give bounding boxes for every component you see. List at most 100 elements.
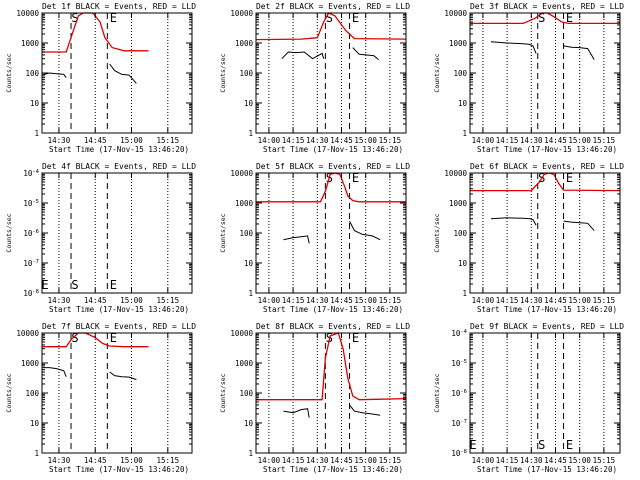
panel-title: Det 4f BLACK = Events, RED = LLD (42, 162, 196, 171)
plot-frame (469, 332, 621, 454)
y-tick-label: 1 (462, 129, 467, 138)
y-tick-label: 1000 (235, 39, 254, 48)
y-tick-label: 1000 (235, 359, 254, 368)
y-tick-label: 1 (34, 449, 39, 458)
y-tick-label: 100 (25, 389, 39, 398)
x-tick-label: 15:15 (157, 136, 180, 145)
x-tick-label: 14:45 (84, 136, 107, 145)
plot-frame (255, 172, 407, 294)
end-marker-label: E (352, 11, 359, 25)
panel-title: Det 6f BLACK = Events, RED = LLD (470, 162, 624, 171)
y-tick-label: 10000 (16, 9, 39, 18)
left-edge-marker-label: E (469, 438, 476, 452)
y-tick-label: 10-7 (23, 259, 39, 268)
y-tick-label: 1000 (449, 199, 468, 208)
events-series-line (490, 41, 595, 60)
panel-title: Det 7f BLACK = Events, RED = LLD (42, 322, 196, 331)
x-tick-label: 15:15 (593, 296, 616, 305)
panel-title: Det 9f BLACK = Events, RED = LLD (470, 322, 624, 331)
y-tick-label: 10000 (16, 329, 39, 338)
x-tick-label: 15:15 (157, 456, 180, 465)
x-tick-label: 15:15 (157, 296, 180, 305)
x-tick-label: 14:45 (84, 456, 107, 465)
x-tick-label: 14:45 (330, 296, 353, 305)
y-tick-label: 10-6 (23, 229, 39, 238)
x-axis-label: Start Time (17-Nov-15 13:46:20) (49, 465, 189, 474)
y-tick-label: 10-6 (451, 389, 467, 398)
x-axis-label: Start Time (17-Nov-15 13:46:20) (263, 145, 403, 154)
start-marker-label: S (71, 11, 78, 25)
start-marker-label: S (71, 331, 78, 345)
x-axis-label: Start Time (17-Nov-15 13:46:20) (49, 145, 189, 154)
plot-frame (255, 332, 407, 454)
end-marker-label: E (566, 11, 573, 25)
x-tick-label: 14:00 (258, 296, 281, 305)
panel-title: Det 3f BLACK = Events, RED = LLD (470, 2, 624, 11)
y-tick-label: 10 (244, 259, 254, 268)
y-axis-label: Counts/sec (433, 373, 441, 412)
x-tick-label: 14:30 (520, 456, 543, 465)
events-series-line (283, 404, 381, 418)
x-tick-label: 15:15 (379, 136, 402, 145)
y-tick-label: 10-4 (23, 169, 39, 178)
end-marker-label: E (110, 278, 117, 292)
left-edge-marker-label: E (41, 278, 48, 292)
x-tick-label: 15:00 (120, 456, 143, 465)
y-tick-label: 10 (30, 99, 40, 108)
end-marker-label: E (110, 331, 117, 345)
y-axis-label: Counts/sec (219, 373, 227, 412)
y-tick-label: 100 (453, 229, 467, 238)
y-axis-label: Counts/sec (219, 53, 227, 92)
x-tick-label: 15:15 (593, 136, 616, 145)
y-tick-label: 1000 (21, 359, 40, 368)
x-axis-label: Start Time (17-Nov-15 13:46:20) (263, 465, 403, 474)
y-tick-label: 10000 (444, 9, 467, 18)
panel-title: Det 8f BLACK = Events, RED = LLD (256, 322, 410, 331)
plot-frame (255, 12, 407, 134)
events-series-line (283, 220, 381, 244)
x-tick-label: 14:45 (330, 456, 353, 465)
x-tick-label: 15:00 (568, 296, 591, 305)
y-tick-label: 100 (239, 389, 253, 398)
x-tick-label: 14:30 (48, 296, 71, 305)
x-tick-label: 15:00 (354, 456, 377, 465)
x-tick-label: 14:15 (496, 136, 519, 145)
events-series-line (490, 217, 595, 231)
y-tick-label: 1 (34, 129, 39, 138)
y-tick-label: 1000 (21, 39, 40, 48)
y-axis-label: Counts/sec (433, 213, 441, 252)
x-tick-label: 14:00 (258, 136, 281, 145)
y-tick-label: 10-8 (23, 289, 39, 298)
x-tick-label: 14:30 (48, 136, 71, 145)
x-tick-label: 15:15 (593, 456, 616, 465)
x-tick-label: 15:00 (568, 136, 591, 145)
y-axis-label: Counts/sec (433, 53, 441, 92)
x-tick-label: 14:15 (496, 456, 519, 465)
events-series-line (281, 47, 379, 60)
x-tick-label: 14:45 (544, 136, 567, 145)
end-marker-label: E (110, 11, 117, 25)
y-tick-label: 1000 (235, 199, 254, 208)
y-axis-label: Counts/sec (5, 373, 13, 412)
x-tick-label: 15:00 (120, 136, 143, 145)
y-axis-label: Counts/sec (219, 213, 227, 252)
y-tick-label: 10 (244, 419, 254, 428)
y-tick-label: 100 (239, 69, 253, 78)
x-tick-label: 14:30 (48, 456, 71, 465)
y-axis-label: Counts/sec (5, 213, 13, 252)
start-marker-label: S (538, 438, 545, 452)
y-tick-label: 10-4 (451, 329, 467, 338)
y-tick-label: 10-5 (23, 199, 39, 208)
x-axis-label: Start Time (17-Nov-15 13:46:20) (263, 305, 403, 314)
x-tick-label: 15:00 (354, 136, 377, 145)
x-tick-label: 14:15 (496, 296, 519, 305)
x-axis-label: Start Time (17-Nov-15 13:46:20) (49, 305, 189, 314)
end-marker-label: E (352, 331, 359, 345)
